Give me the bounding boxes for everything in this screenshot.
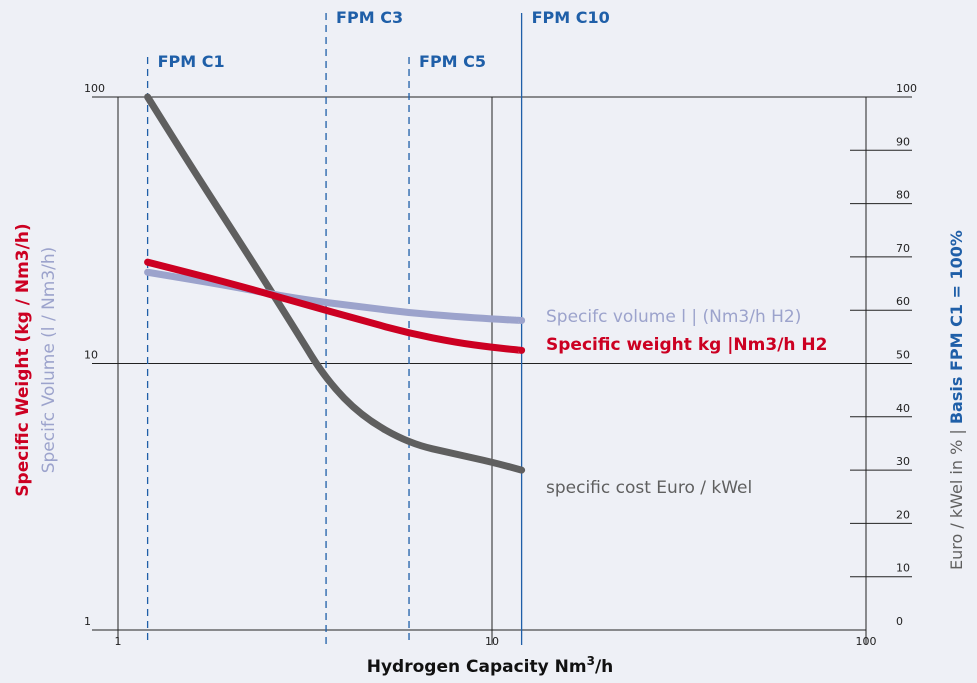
x-axis-label: Hydrogen Capacity Nm3/h (367, 654, 614, 677)
right-tick-label: 40 (896, 402, 910, 415)
right-tick-label: 100 (896, 82, 917, 95)
left-tick-100: 100 (84, 82, 105, 95)
axis-labels: Hydrogen Capacity Nm3/h Specific Weight (… (13, 223, 966, 677)
series-label: specific cost Euro / kWel (546, 478, 752, 498)
right-tick-label: 20 (896, 508, 910, 521)
x-tick-label: 1 (115, 635, 122, 648)
y-right-label: Euro / kWel in % | Basis FPM C1 = 100% (947, 230, 966, 570)
right-tick-label: 70 (896, 242, 910, 255)
right-tick-label: 90 (896, 135, 910, 148)
fpm-markers: FPM C1 FPM C3 FPM C5 FPM C10 (146, 8, 610, 645)
right-tick-label: 0 (896, 615, 903, 628)
x-tick-label: 10 (485, 635, 499, 648)
series-label: Specific weight kg |Nm3/h H2 (546, 335, 827, 355)
tick-labels: 100 10 1 1 10 100 0 10 20 30 40 50 60 70 80 90 100 (84, 82, 917, 648)
y-left-label-weight: Specific Weight (kg / Nm3/h) (13, 223, 33, 496)
fpm-marker-label: FPM C5 (419, 52, 486, 71)
left-tick-10: 10 (84, 349, 98, 362)
right-tick-label: 80 (896, 189, 910, 202)
series-line (144, 268, 526, 324)
grid (92, 96, 912, 645)
right-tick-label: 50 (896, 349, 910, 362)
series: specific cost Euro / kWel Specific weight… (144, 93, 827, 498)
x-tick-label: 100 (856, 635, 877, 648)
left-tick-1: 1 (84, 615, 91, 628)
series-line (144, 258, 526, 354)
right-tick-label: 30 (896, 455, 910, 468)
right-tick-label: 10 (896, 562, 910, 575)
fpm-marker-label: FPM C1 (158, 52, 225, 71)
fpm-marker-label: FPM C10 (532, 8, 610, 27)
right-tick-label: 60 (896, 295, 910, 308)
series-line (144, 93, 526, 474)
y-left-label-volume: Specifc Volume (l / Nm3/h) (39, 247, 59, 474)
fpm-marker-label: FPM C3 (336, 8, 403, 27)
series-label: Specifc volume l | (Nm3/h H2) (546, 307, 801, 327)
